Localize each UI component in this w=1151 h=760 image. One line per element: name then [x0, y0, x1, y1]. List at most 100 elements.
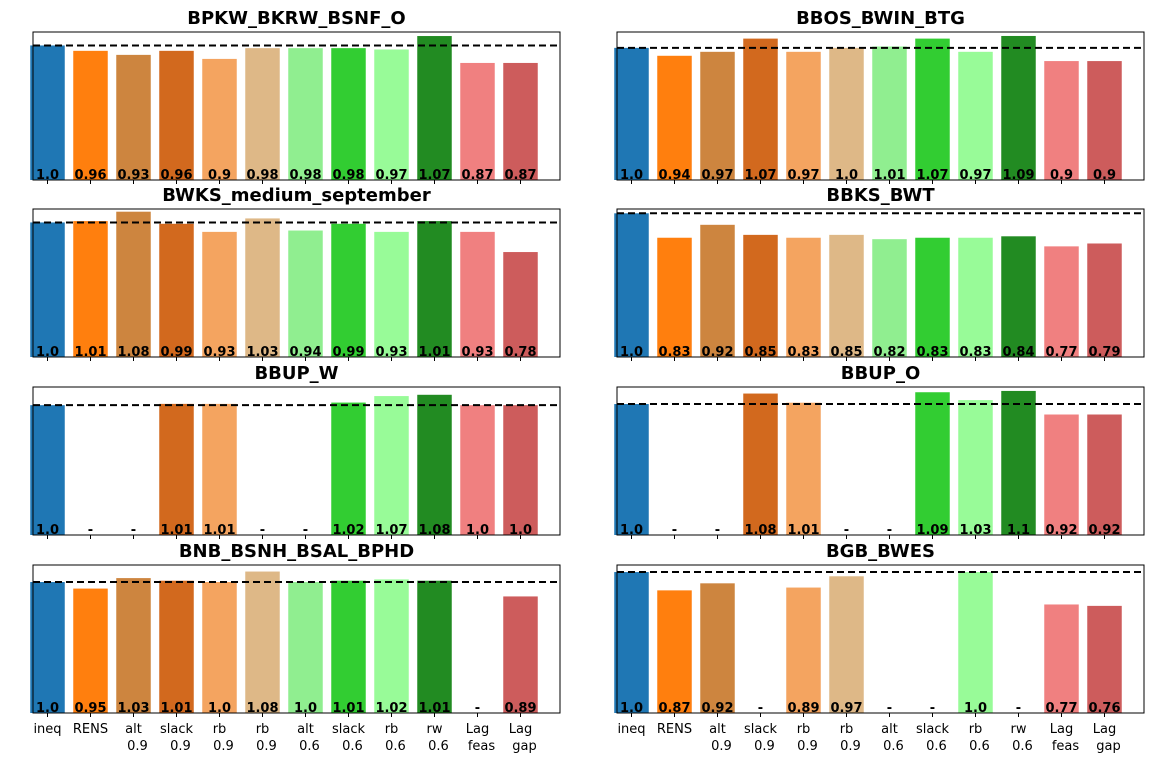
value-label: 0.77: [1045, 345, 1077, 360]
bar-rb-0.9: [202, 403, 237, 535]
subplot-6: BBUP_O 1.0 - - 1.08 1.01 - - 1.09 1.03 1.1 0.92 0.92: [614, 363, 1145, 539]
bar-lag-gap: [503, 405, 538, 535]
bar-rw-0.6: [1001, 236, 1036, 357]
bar-slack-0.9: [743, 393, 778, 535]
value-label: -: [88, 523, 93, 538]
value-label: -: [844, 523, 849, 538]
bar-alt-0.6: [872, 239, 907, 357]
bar-rb-0.6: [958, 400, 993, 535]
value-label: 1.0: [466, 523, 489, 538]
value-label: 0.78: [504, 345, 536, 360]
bar-rb-0.9-b: [829, 576, 864, 713]
bar-rb-0.6: [958, 237, 993, 357]
bar-lag-gap: [1087, 243, 1122, 357]
bar-alt-0.9: [116, 578, 151, 713]
value-label: 0.83: [916, 345, 948, 360]
axes-frame: [32, 564, 561, 714]
x-tick-label: slack: [744, 722, 777, 737]
bar-alt-0.9: [700, 583, 735, 713]
bar-rw-0.6: [417, 394, 452, 535]
subplot-title: BBUP_O: [841, 363, 921, 384]
axes-frame: [616, 208, 1145, 358]
value-label: 0.93: [375, 345, 407, 360]
bar-rb-0.9: [202, 582, 237, 713]
value-label: -: [1016, 701, 1021, 716]
value-label: 1.0: [620, 345, 643, 360]
bar-slack-0.9: [159, 50, 194, 180]
bar-alt-0.9: [116, 54, 151, 180]
x-tick-label: 0.9: [797, 739, 818, 754]
value-label: 0.93: [117, 168, 149, 183]
value-label: -: [260, 523, 265, 538]
subplot-title: BWKS_medium_september: [162, 185, 431, 206]
value-label: 1.08: [246, 701, 278, 716]
value-label: 1.08: [117, 345, 149, 360]
bar-slack-0.9: [743, 38, 778, 180]
x-tick-label: rb: [256, 722, 270, 737]
value-label: 0.9: [1050, 168, 1073, 183]
x-tick-label: alt: [297, 722, 314, 737]
bar-rb-0.9-b: [245, 571, 280, 713]
subplot-1: BPKW_BKRW_BSNF_O 1.0 0.96 0.93 0.96 0.9 0.98 0.…: [30, 8, 561, 184]
bar-alt-0.6: [288, 48, 323, 181]
subplot-title: BBKS_BWT: [826, 185, 935, 206]
x-tick-label: 0.9: [840, 739, 861, 754]
value-label: 0.77: [1045, 701, 1077, 716]
x-tick-label: 0.6: [883, 739, 904, 754]
value-label: 0.92: [701, 345, 733, 360]
value-label: 0.89: [504, 701, 536, 716]
bar-ineq: [30, 405, 65, 535]
x-tick-label: feas: [468, 739, 496, 754]
value-label: 0.76: [1088, 701, 1120, 716]
bar-lag-gap: [1087, 61, 1122, 181]
bar-lag-gap: [1087, 605, 1122, 713]
bar-ineq: [614, 404, 649, 535]
value-label: 1.0: [36, 701, 59, 716]
x-tick-label: Lag: [1093, 722, 1116, 737]
bar-rens: [657, 237, 692, 357]
axes-frame: [616, 31, 1145, 181]
subplot-title: BNB_BSNH_BSAL_BPHD: [179, 541, 414, 562]
x-tick-label: rb: [385, 722, 399, 737]
value-label: 0.84: [1002, 345, 1034, 360]
bar-alt-0.9: [700, 51, 735, 181]
bar-lag-feas: [1044, 414, 1079, 535]
value-label: 1.03: [246, 345, 278, 360]
value-label: -: [131, 523, 136, 538]
value-label: 1.0: [509, 523, 532, 538]
value-label: 1.0: [36, 345, 59, 360]
value-label: 1.0: [36, 168, 59, 183]
subplot-title: BBOS_BWIN_BTG: [796, 8, 965, 29]
bar-ineq: [614, 47, 649, 180]
axes-frame: [616, 386, 1145, 536]
value-label: 0.96: [74, 168, 106, 183]
value-label: 1.09: [1002, 168, 1034, 183]
bar-alt-0.6: [872, 46, 907, 181]
value-label: 0.83: [787, 345, 819, 360]
x-tick-label: rw: [427, 722, 443, 737]
value-label: 0.94: [658, 168, 690, 183]
value-label: 1.01: [787, 523, 819, 538]
value-label: -: [758, 701, 763, 716]
bar-ineq: [614, 572, 649, 713]
value-label: 1.01: [332, 701, 364, 716]
value-label: 1.0: [36, 523, 59, 538]
x-tick-label: gap: [1096, 739, 1120, 754]
value-label: 0.99: [332, 345, 364, 360]
bar-lag-feas: [1044, 246, 1079, 357]
bar-rb-0.9: [786, 402, 821, 535]
axes-frame: [32, 208, 561, 358]
bar-slack-0.9: [743, 234, 778, 357]
value-label: 0.79: [1088, 345, 1120, 360]
value-label: 1.0: [294, 701, 317, 716]
x-tick-label: 0.6: [926, 739, 947, 754]
value-label: 1.01: [203, 523, 235, 538]
value-label: 1.0: [208, 701, 231, 716]
bar-rw-0.6: [417, 580, 452, 713]
x-tick-label: 0.6: [1012, 739, 1033, 754]
value-label: 1.08: [418, 523, 450, 538]
value-label: 1.01: [873, 168, 905, 183]
x-tick-label: rb: [797, 722, 811, 737]
value-label: 0.92: [1088, 523, 1120, 538]
x-tick-label: 0.9: [711, 739, 732, 754]
